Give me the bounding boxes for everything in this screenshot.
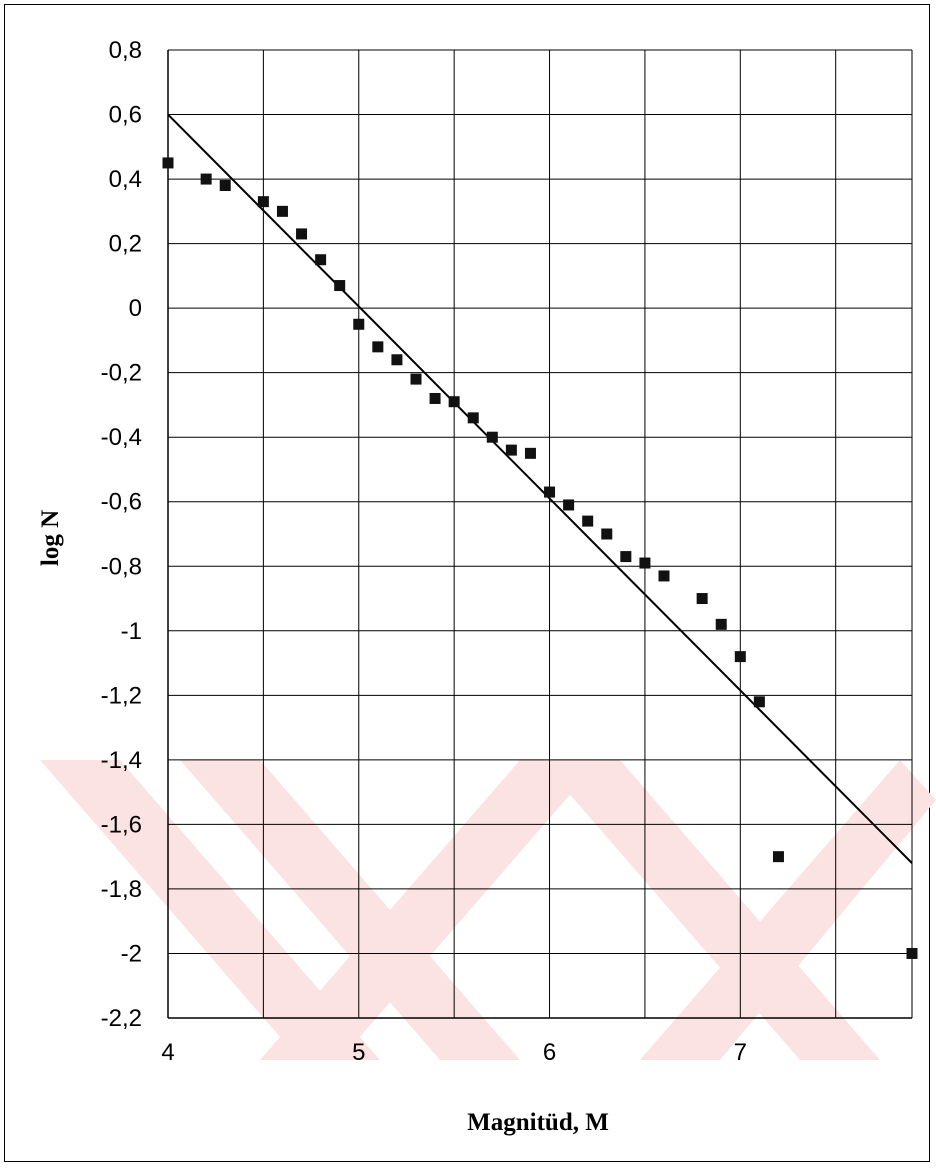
data-point <box>315 254 327 266</box>
x-tick-label: 6 <box>543 1039 556 1066</box>
data-point <box>658 570 670 582</box>
data-point <box>715 618 727 630</box>
data-point <box>906 947 918 959</box>
chart-frame <box>4 4 930 1162</box>
y-tick-label: 0,2 <box>109 231 142 258</box>
x-tick-label: 5 <box>352 1039 365 1066</box>
data-point <box>257 196 269 208</box>
data-point <box>639 557 651 569</box>
data-point <box>467 412 479 424</box>
data-point <box>486 431 498 443</box>
data-point <box>772 851 784 863</box>
y-tick-label: 0,6 <box>109 102 142 129</box>
watermark-stroke-2 <box>260 760 600 1060</box>
data-point <box>410 373 422 385</box>
data-point <box>429 392 441 404</box>
y-tick-label: 0,8 <box>109 37 142 64</box>
data-point <box>276 205 288 217</box>
y-tick-labels: 0,8 0,6 0,4 0,2 0 -0,2 -0,4 -0,6 -0,8 -1 -1,2 -1,4 -… <box>101 37 142 1032</box>
x-tick-label: 4 <box>161 1039 174 1066</box>
regression-line <box>167 113 913 864</box>
data-point <box>448 396 460 408</box>
fit-line <box>167 113 913 864</box>
data-points <box>162 157 918 959</box>
data-point <box>563 499 575 511</box>
grid-lines <box>167 49 913 1019</box>
y-tick-label: -1,6 <box>101 811 142 838</box>
x-axis-title: Magnitüd, M <box>467 1109 609 1136</box>
y-tick-label: -0,6 <box>101 489 142 516</box>
data-point <box>296 228 308 240</box>
y-tick-label: -1,4 <box>101 747 142 774</box>
data-point <box>524 447 536 459</box>
y-tick-label: -0,8 <box>101 553 142 580</box>
y-tick-label: -0,2 <box>101 360 142 387</box>
data-point <box>219 180 231 192</box>
data-point <box>353 318 365 330</box>
data-point <box>372 341 384 353</box>
data-point <box>620 551 632 563</box>
x-tick-label: 7 <box>734 1039 747 1066</box>
y-tick-label: -2,2 <box>101 1005 142 1032</box>
data-point <box>582 515 594 527</box>
y-tick-label: -1 <box>121 618 142 645</box>
y-tick-label: 0,4 <box>109 166 142 193</box>
y-tick-label: 0 <box>129 295 142 322</box>
watermark-stroke-1 <box>180 760 520 1060</box>
data-point <box>162 157 174 169</box>
data-point <box>334 280 346 292</box>
watermark-stroke-4 <box>640 760 936 1060</box>
data-point <box>200 173 212 185</box>
y-tick-label: -1,2 <box>101 682 142 709</box>
x-tick-labels: 4 5 6 7 <box>161 1039 747 1066</box>
y-tick-label: -1,8 <box>101 876 142 903</box>
watermark-stroke-0 <box>40 760 380 1060</box>
data-point <box>734 651 746 663</box>
data-point <box>391 354 403 366</box>
watermark-stroke-3 <box>540 760 880 1060</box>
data-point <box>505 444 517 456</box>
data-point <box>696 593 708 605</box>
data-point <box>601 528 613 540</box>
data-point <box>753 696 765 708</box>
y-tick-label: -0,4 <box>101 424 142 451</box>
data-point <box>544 486 556 498</box>
y-axis-title: log N <box>37 510 64 566</box>
y-tick-label: -2 <box>121 940 142 967</box>
